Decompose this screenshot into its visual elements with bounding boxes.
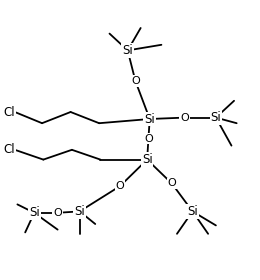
Text: Cl: Cl: [3, 143, 15, 156]
Text: Si: Si: [144, 113, 155, 125]
Text: O: O: [53, 208, 62, 218]
Text: Si: Si: [29, 206, 40, 219]
Text: O: O: [144, 134, 153, 144]
Text: Si: Si: [122, 44, 133, 57]
Text: Si: Si: [142, 153, 153, 166]
Text: Si: Si: [187, 205, 198, 218]
Text: O: O: [115, 181, 124, 191]
Text: Si: Si: [74, 205, 85, 218]
Text: O: O: [180, 113, 189, 123]
Text: O: O: [131, 76, 140, 86]
Text: Si: Si: [211, 111, 221, 124]
Text: Cl: Cl: [3, 106, 15, 118]
Text: O: O: [167, 178, 176, 188]
